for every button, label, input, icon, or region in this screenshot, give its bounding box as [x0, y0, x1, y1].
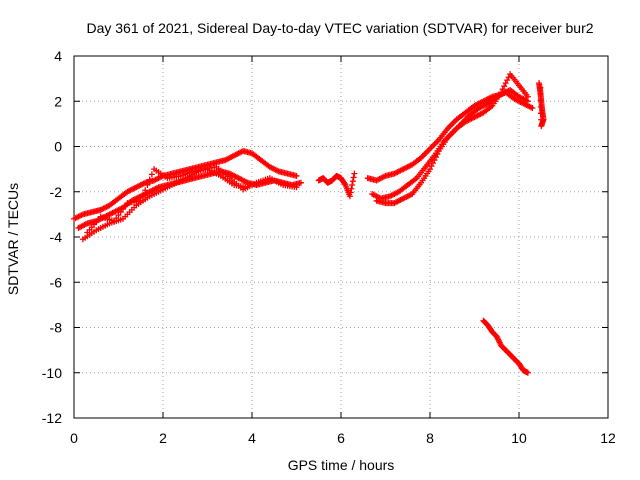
data-point: [538, 123, 545, 130]
data-point: [499, 86, 506, 93]
series-track-c: [79, 163, 300, 243]
data-point: [139, 192, 146, 199]
data-point: [119, 206, 126, 213]
data-point: [349, 181, 356, 188]
data-point: [537, 91, 544, 98]
data-point: [431, 157, 438, 164]
data-point: [348, 185, 355, 192]
data-point: [113, 215, 120, 222]
data-point: [498, 89, 505, 96]
y-tick-label: -6: [50, 274, 63, 290]
series-track-j: [480, 317, 531, 376]
x-axis-label: GPS time / hours: [288, 457, 395, 473]
data-point: [244, 184, 251, 191]
data-point: [346, 193, 353, 200]
data-point: [434, 151, 441, 158]
series-track-d: [84, 166, 251, 236]
x-tick-label: 8: [426, 430, 434, 446]
data-point: [117, 209, 124, 216]
data-point: [428, 163, 435, 170]
data-point: [501, 83, 508, 90]
data-point: [293, 172, 300, 179]
series-track-e: [315, 170, 358, 200]
y-tick-label: -10: [42, 365, 62, 381]
data-points: [71, 71, 547, 376]
series-track-g: [369, 89, 536, 202]
data-point: [341, 180, 348, 187]
data-point: [293, 184, 300, 191]
data-point: [537, 84, 544, 91]
data-point: [297, 179, 304, 186]
data-point: [115, 212, 122, 219]
data-point: [524, 93, 531, 100]
data-point: [524, 369, 531, 376]
data-point: [111, 218, 118, 225]
chart-title: Day 361 of 2021, Sidereal Day-to-day VTE…: [86, 20, 593, 36]
data-point: [148, 171, 155, 178]
series-track-i: [536, 80, 547, 130]
data-point: [137, 197, 144, 204]
data-point: [504, 77, 511, 84]
data-point: [142, 187, 149, 194]
data-point: [350, 174, 357, 181]
grid: [74, 56, 608, 418]
series-track-h: [373, 71, 531, 207]
y-tick-label: -12: [42, 410, 62, 426]
y-axis-label: SDTVAR / TECUs: [5, 183, 21, 295]
data-point: [537, 110, 544, 117]
x-tick-label: 4: [248, 430, 256, 446]
y-tick-label: 0: [54, 139, 62, 155]
data-point: [427, 166, 433, 173]
x-tick-label: 2: [159, 430, 167, 446]
data-point: [122, 203, 129, 210]
y-tick-label: -4: [50, 229, 63, 245]
data-point: [505, 74, 512, 81]
data-point: [347, 189, 354, 196]
x-tick-label: 0: [70, 430, 78, 446]
x-tick-label: 6: [337, 430, 345, 446]
y-tick-label: -2: [50, 184, 63, 200]
data-point: [432, 154, 439, 161]
data-point: [502, 80, 509, 87]
axis-ticks: 0 2 4 6 8 10 12 -12 -10 -8 -6 -4 -2 0 2 4: [42, 48, 616, 446]
data-point: [351, 170, 358, 177]
x-tick-label: 10: [511, 430, 527, 446]
data-point: [537, 97, 544, 104]
data-point: [429, 160, 436, 167]
y-tick-label: -8: [50, 320, 63, 336]
x-tick-label: 12: [600, 430, 616, 446]
data-point: [537, 103, 544, 110]
data-point: [529, 105, 536, 112]
data-point: [538, 116, 545, 123]
y-tick-label: 2: [54, 93, 62, 109]
data-point: [146, 176, 153, 183]
data-point: [144, 181, 151, 188]
y-tick-label: 4: [54, 48, 62, 64]
data-point: [349, 178, 356, 185]
